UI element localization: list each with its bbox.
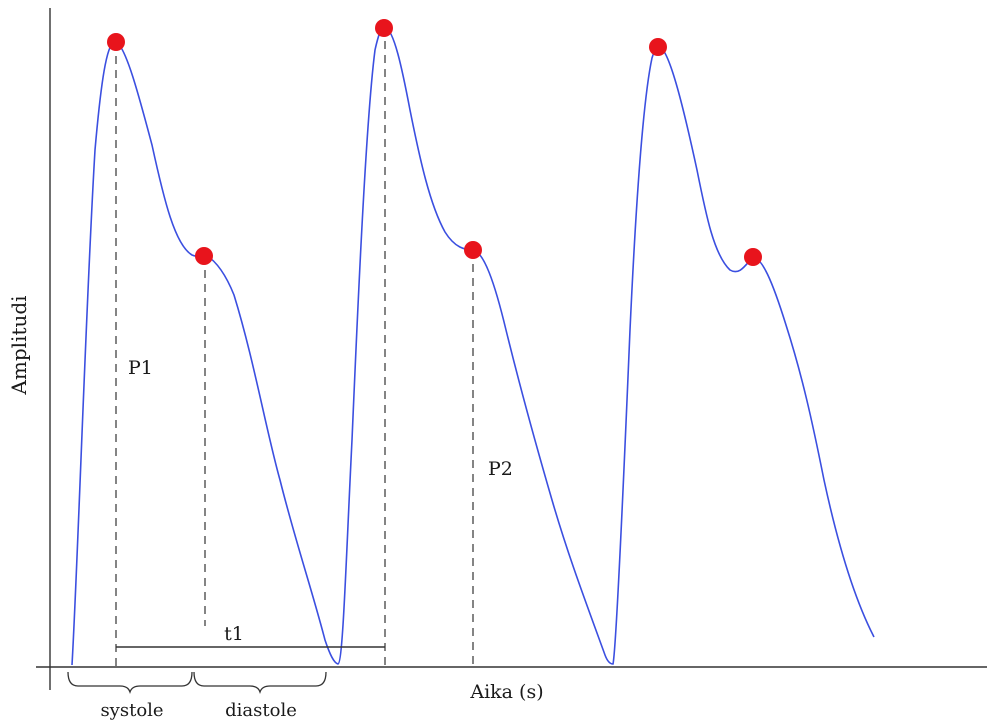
systole-label: systole [100, 700, 163, 721]
systole-brace [67, 671, 193, 695]
dicrotic-notch-marker-3 [744, 248, 762, 266]
diastole-label: diastole [225, 700, 297, 721]
systolic-peak-marker-2 [375, 19, 393, 37]
p2-label: P2 [488, 458, 513, 480]
dicrotic-notch-marker-1 [195, 247, 213, 265]
y-axis-label: Amplitudi [7, 295, 31, 395]
x-axis-label: Aika (s) [469, 681, 543, 703]
p1-label: P1 [128, 357, 153, 379]
dicrotic-notch-marker-2 [464, 241, 482, 259]
t1-label: t1 [224, 623, 244, 645]
pulse-waveform [71, 26, 875, 666]
systolic-peak-marker-1 [107, 33, 125, 51]
diastole-brace [193, 671, 327, 695]
systolic-peak-marker-3 [649, 38, 667, 56]
